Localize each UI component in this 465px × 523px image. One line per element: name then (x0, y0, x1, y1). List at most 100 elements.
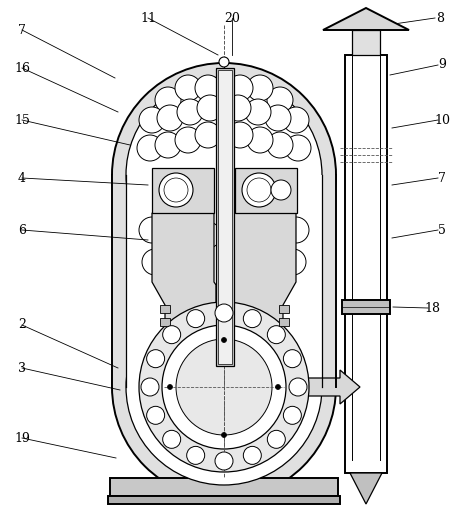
Polygon shape (232, 213, 296, 355)
Bar (342, 300, 390, 314)
Circle shape (275, 384, 280, 390)
Text: 7: 7 (438, 172, 446, 185)
Bar (352, 30, 380, 55)
Circle shape (126, 289, 322, 485)
Circle shape (227, 222, 253, 248)
Circle shape (289, 378, 307, 396)
Text: 7: 7 (18, 24, 26, 37)
Circle shape (139, 302, 309, 472)
Circle shape (283, 350, 301, 368)
Text: 15: 15 (14, 113, 30, 127)
Circle shape (162, 325, 286, 449)
Circle shape (175, 127, 201, 153)
Circle shape (155, 132, 181, 158)
Text: 9: 9 (438, 59, 446, 72)
Circle shape (180, 257, 206, 283)
Circle shape (175, 75, 201, 101)
Text: 8: 8 (436, 12, 444, 25)
Circle shape (267, 430, 286, 448)
Text: 10: 10 (434, 113, 450, 127)
Circle shape (215, 452, 233, 470)
Circle shape (221, 433, 226, 438)
Bar (216, 68, 234, 366)
Circle shape (195, 75, 221, 101)
Circle shape (176, 339, 272, 435)
Circle shape (186, 310, 205, 327)
Circle shape (146, 350, 165, 368)
Text: 5: 5 (438, 223, 446, 236)
Circle shape (112, 63, 336, 287)
Circle shape (141, 378, 159, 396)
Text: 3: 3 (18, 361, 26, 374)
Circle shape (265, 225, 291, 251)
Circle shape (247, 75, 273, 101)
Circle shape (219, 57, 229, 67)
Circle shape (197, 95, 223, 121)
Circle shape (245, 225, 271, 251)
Circle shape (163, 326, 181, 344)
Text: 16: 16 (14, 62, 30, 74)
Circle shape (265, 105, 291, 131)
Polygon shape (152, 213, 216, 355)
Bar (160, 318, 170, 326)
Circle shape (221, 337, 226, 343)
Text: 19: 19 (14, 431, 30, 445)
Bar (218, 70, 232, 364)
Circle shape (215, 304, 233, 322)
Bar (110, 478, 338, 496)
Circle shape (283, 107, 309, 133)
Circle shape (139, 107, 165, 133)
Circle shape (271, 180, 291, 200)
Circle shape (262, 255, 288, 281)
Polygon shape (350, 473, 382, 504)
Bar (152, 168, 214, 213)
Text: 18: 18 (424, 301, 440, 314)
Circle shape (139, 217, 165, 243)
Bar (126, 175, 322, 387)
Circle shape (157, 225, 183, 251)
Polygon shape (285, 370, 360, 404)
Circle shape (167, 384, 173, 390)
Bar (279, 305, 289, 313)
Bar (235, 168, 297, 213)
Text: 11: 11 (140, 12, 156, 25)
Circle shape (177, 225, 203, 251)
Circle shape (245, 99, 271, 125)
Text: 4: 4 (18, 172, 26, 185)
Circle shape (267, 87, 293, 113)
Circle shape (267, 326, 286, 344)
Circle shape (285, 135, 311, 161)
Circle shape (195, 222, 221, 248)
Circle shape (267, 132, 293, 158)
Circle shape (112, 275, 336, 499)
Circle shape (227, 122, 253, 148)
Text: 2: 2 (18, 319, 26, 332)
Circle shape (160, 255, 186, 281)
Text: 20: 20 (224, 12, 240, 25)
Circle shape (159, 173, 193, 207)
Circle shape (243, 310, 261, 327)
Circle shape (157, 105, 183, 131)
Circle shape (195, 122, 221, 148)
Circle shape (225, 95, 251, 121)
Bar (108, 496, 340, 504)
Circle shape (242, 173, 276, 207)
Text: 6: 6 (18, 223, 26, 236)
Circle shape (247, 127, 273, 153)
Bar (160, 305, 170, 313)
Circle shape (186, 446, 205, 464)
Circle shape (280, 249, 306, 275)
Circle shape (146, 406, 165, 424)
Circle shape (243, 446, 261, 464)
Circle shape (126, 77, 322, 273)
Circle shape (283, 217, 309, 243)
Bar (112, 175, 336, 387)
Bar (345, 55, 387, 473)
Polygon shape (323, 8, 409, 30)
Circle shape (177, 99, 203, 125)
Circle shape (155, 87, 181, 113)
Circle shape (163, 430, 181, 448)
Circle shape (227, 75, 253, 101)
Circle shape (137, 135, 163, 161)
Bar (279, 318, 289, 326)
